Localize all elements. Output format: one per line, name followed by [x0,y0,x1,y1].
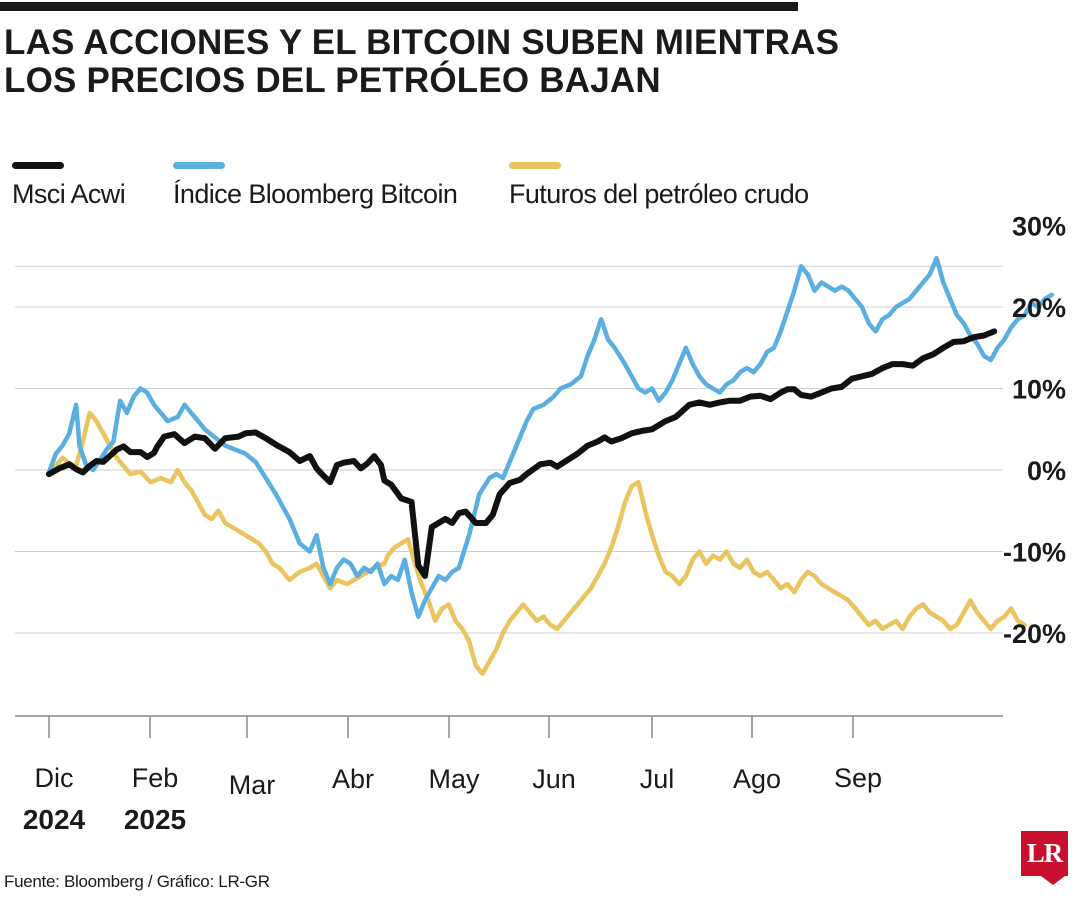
x-tick-label: Mar [229,770,276,800]
y-axis-labels: 30% 20% 10% 0% -10% -20% [1003,212,1066,650]
x-tick-label: Ago [733,764,781,794]
legend-swatch-oil [509,162,561,169]
legend-swatch-msci [12,162,64,169]
chart-title-line-1: LAS ACCIONES Y EL BITCOIN SUBEN MIENTRAS [4,23,840,62]
x-tick-label: Jul [640,764,675,794]
y-tick-label: 10% [1012,375,1066,405]
x-tick-label: Abr [332,764,374,794]
legend-label-msci: Msci Acwi [12,179,126,209]
legend-item-oil: Futuros del petróleo crudo [509,162,809,210]
x-tick-year-label: 2025 [124,804,186,835]
x-tick-label: Dic [35,763,74,793]
x-axis-labels: Dic 2024 Feb 2025 Mar Abr May Jun Jul Ago Sep [23,763,882,835]
series-line-oil [46,410,1027,677]
grid-lines [15,265,1003,634]
legend-item-bitcoin: Índice Bloomberg Bitcoin [173,162,458,210]
x-tick-label: Sep [834,763,882,793]
chart-title: LAS ACCIONES Y EL BITCOIN SUBEN MIENTRAS… [4,24,1004,100]
y-tick-label: 20% [1012,293,1066,323]
y-tick-label: 30% [1012,212,1066,242]
lr-logo-box: LR [1021,831,1068,876]
y-tick-label: -10% [1003,538,1066,568]
top-rule [0,2,798,11]
x-axis [15,715,1003,738]
x-tick-year-label: 2024 [23,804,86,835]
series-line-msci [46,328,998,579]
chart-title-line-2: LOS PRECIOS DEL PETRÓLEO BAJAN [4,61,661,100]
series-line-bitcoin [46,255,1054,619]
legend-swatch-bitcoin [173,162,225,169]
legend-label-bitcoin: Índice Bloomberg Bitcoin [173,179,458,209]
series-lines [46,255,1054,677]
y-tick-label: -20% [1003,619,1066,649]
lr-logo-tail [1041,876,1065,885]
legend-label-oil: Futuros del petróleo crudo [509,179,809,209]
lr-logo: LR [1021,831,1068,885]
x-tick-label: Feb [132,763,179,793]
y-tick-label: 0% [1027,456,1066,486]
x-tick-label: May [428,764,480,794]
source-note: Fuente: Bloomberg / Gráfico: LR-GR [4,872,270,891]
legend-item-msci: Msci Acwi [12,162,126,210]
x-tick-label: Jun [532,764,576,794]
